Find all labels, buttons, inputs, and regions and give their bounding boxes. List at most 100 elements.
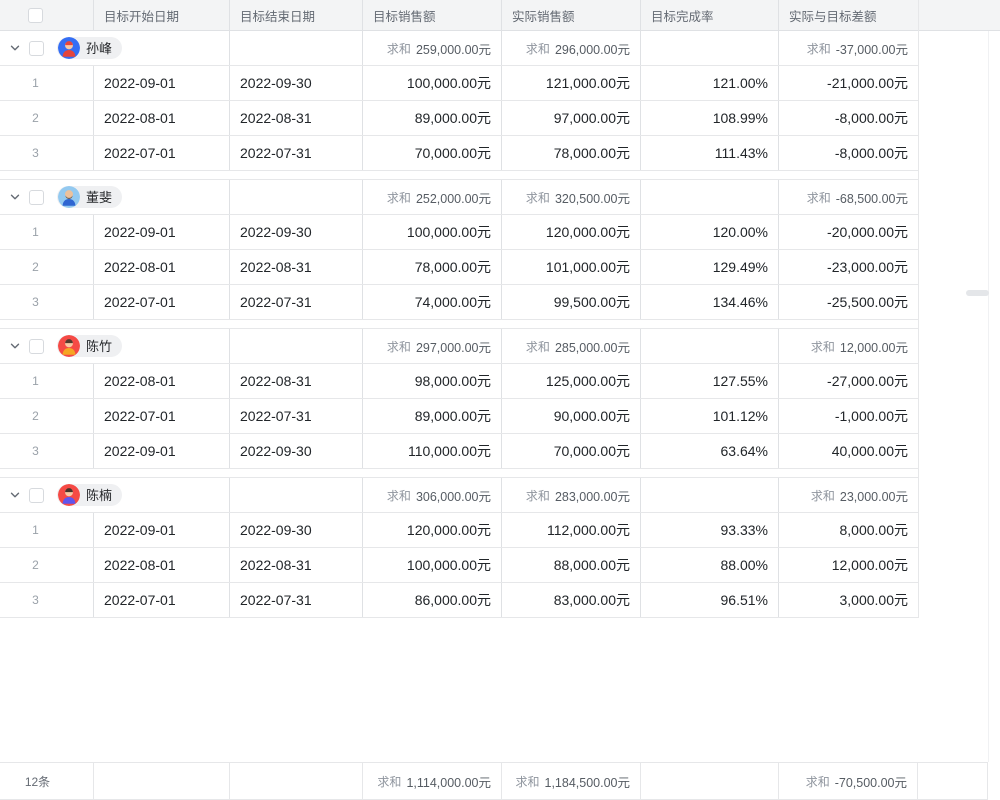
person-tag[interactable]: 陈楠 [57, 484, 123, 506]
group-sum-actual[interactable]: 求和 283,000.00元 [502, 478, 641, 512]
group-sum-target[interactable]: 求和 259,000.00元 [363, 31, 502, 65]
group-sum-actual[interactable]: 求和 285,000.00元 [502, 329, 641, 363]
row-number[interactable]: 2 [0, 399, 94, 433]
cell-target-start-date[interactable]: 2022-08-01 [94, 364, 230, 398]
cell-actual-sales[interactable]: 83,000.00元 [502, 583, 641, 617]
cell-target-start-date[interactable]: 2022-08-01 [94, 101, 230, 135]
cell-completion-rate[interactable]: 108.99% [641, 101, 779, 135]
cell-actual-sales[interactable]: 125,000.00元 [502, 364, 641, 398]
row-number[interactable]: 1 [0, 215, 94, 249]
cell-target-sales[interactable]: 74,000.00元 [363, 285, 502, 319]
cell-completion-rate[interactable]: 88.00% [641, 548, 779, 582]
person-tag[interactable]: 陈竹 [57, 335, 123, 357]
cell-actual-sales[interactable]: 112,000.00元 [502, 513, 641, 547]
cell-target-gap[interactable]: 40,000.00元 [831, 443, 908, 459]
group-select-checkbox[interactable] [29, 40, 44, 56]
cell-target-gap[interactable]: 8,000.00元 [839, 522, 909, 538]
cell-target-sales[interactable]: 89,000.00元 [363, 101, 502, 135]
group-select-checkbox[interactable] [29, 487, 44, 503]
cell-completion-rate[interactable]: 129.49% [641, 250, 779, 284]
cell-target-start-date[interactable]: 2022-08-01 [94, 250, 230, 284]
group-sum-actual[interactable]: 求和 320,500.00元 [502, 180, 641, 214]
footer-sum-target-gap[interactable]: 求和 -70,500.00元 [779, 763, 918, 799]
cell-completion-rate[interactable]: 127.55% [641, 364, 779, 398]
cell-target-end-date[interactable]: 2022-08-31 [230, 364, 363, 398]
cell-actual-sales[interactable]: 70,000.00元 [502, 434, 641, 468]
cell-actual-sales[interactable]: 88,000.00元 [502, 548, 641, 582]
cell-target-sales[interactable]: 78,000.00元 [363, 250, 502, 284]
cell-actual-sales[interactable]: 121,000.00元 [502, 66, 641, 100]
cell-target-start-date[interactable]: 2022-09-01 [94, 513, 230, 547]
cell-completion-rate[interactable]: 96.51% [641, 583, 779, 617]
cell-completion-rate[interactable]: 121.00% [641, 66, 779, 100]
row-number[interactable]: 3 [0, 285, 94, 319]
cell-target-gap[interactable]: -8,000.00元 [834, 145, 908, 161]
cell-target-start-date[interactable]: 2022-09-01 [94, 434, 230, 468]
cell-target-start-date[interactable]: 2022-08-01 [94, 548, 230, 582]
column-header-target-start-date[interactable]: 目标开始日期 [94, 0, 230, 30]
group-sum-actual[interactable]: 求和 296,000.00元 [502, 31, 641, 65]
cell-target-sales[interactable]: 120,000.00元 [363, 513, 502, 547]
column-header-target-sales[interactable]: 目标销售额 [363, 0, 502, 30]
cell-target-sales[interactable]: 100,000.00元 [363, 215, 502, 249]
column-header-target-gap[interactable]: 实际与目标差额 [779, 0, 918, 30]
cell-target-end-date[interactable]: 2022-09-30 [230, 513, 363, 547]
group-sum-diff[interactable]: 求和 -68,500.00元 [779, 180, 918, 214]
row-number[interactable]: 1 [0, 364, 94, 398]
column-header-completion-rate[interactable]: 目标完成率 [641, 0, 779, 30]
cell-target-end-date[interactable]: 2022-07-31 [230, 136, 363, 170]
cell-target-gap[interactable]: -21,000.00元 [827, 75, 908, 91]
cell-actual-sales[interactable]: 78,000.00元 [502, 136, 641, 170]
chevron-down-icon[interactable] [9, 340, 21, 352]
cell-target-gap[interactable]: 12,000.00元 [831, 557, 908, 573]
cell-target-gap[interactable]: -8,000.00元 [834, 110, 908, 126]
cell-target-sales[interactable]: 70,000.00元 [363, 136, 502, 170]
cell-target-gap[interactable]: 3,000.00元 [839, 592, 909, 608]
cell-actual-sales[interactable]: 120,000.00元 [502, 215, 641, 249]
column-header-actual-sales[interactable]: 实际销售额 [502, 0, 641, 30]
cell-target-end-date[interactable]: 2022-08-31 [230, 548, 363, 582]
cell-target-end-date[interactable]: 2022-09-30 [230, 434, 363, 468]
footer-sum-actual-sales[interactable]: 求和 1,184,500.00元 [502, 763, 641, 799]
cell-actual-sales[interactable]: 90,000.00元 [502, 399, 641, 433]
cell-actual-sales[interactable]: 97,000.00元 [502, 101, 641, 135]
select-all-checkbox[interactable] [28, 7, 43, 23]
row-number[interactable]: 1 [0, 66, 94, 100]
cell-target-sales[interactable]: 100,000.00元 [363, 66, 502, 100]
row-number[interactable]: 1 [0, 513, 94, 547]
cell-target-sales[interactable]: 110,000.00元 [363, 434, 502, 468]
cell-target-end-date[interactable]: 2022-09-30 [230, 66, 363, 100]
cell-target-gap[interactable]: -25,500.00元 [827, 294, 908, 310]
cell-actual-sales[interactable]: 101,000.00元 [502, 250, 641, 284]
footer-sum-target-sales[interactable]: 求和 1,114,000.00元 [363, 763, 502, 799]
group-select-checkbox[interactable] [29, 338, 44, 354]
group-sum-target[interactable]: 求和 297,000.00元 [363, 329, 502, 363]
cell-target-start-date[interactable]: 2022-09-01 [94, 66, 230, 100]
cell-completion-rate[interactable]: 101.12% [641, 399, 779, 433]
cell-target-end-date[interactable]: 2022-08-31 [230, 101, 363, 135]
cell-target-sales[interactable]: 86,000.00元 [363, 583, 502, 617]
cell-target-sales[interactable]: 98,000.00元 [363, 364, 502, 398]
cell-target-end-date[interactable]: 2022-09-30 [230, 215, 363, 249]
cell-target-gap[interactable]: -1,000.00元 [834, 408, 908, 424]
column-header-target-end-date[interactable]: 目标结束日期 [230, 0, 363, 30]
cell-target-gap[interactable]: -27,000.00元 [827, 373, 908, 389]
row-number[interactable]: 3 [0, 583, 94, 617]
cell-target-sales[interactable]: 89,000.00元 [363, 399, 502, 433]
chevron-down-icon[interactable] [9, 191, 21, 203]
cell-target-gap[interactable]: -23,000.00元 [827, 259, 908, 275]
chevron-down-icon[interactable] [9, 42, 21, 54]
group-sum-target[interactable]: 求和 306,000.00元 [363, 478, 502, 512]
group-sum-diff[interactable]: 求和 23,000.00元 [779, 478, 918, 512]
row-number[interactable]: 2 [0, 250, 94, 284]
group-sum-diff[interactable]: 求和 12,000.00元 [779, 329, 918, 363]
cell-target-start-date[interactable]: 2022-07-01 [94, 285, 230, 319]
chevron-down-icon[interactable] [9, 489, 21, 501]
person-tag[interactable]: 董斐 [57, 186, 123, 208]
cell-target-end-date[interactable]: 2022-07-31 [230, 583, 363, 617]
cell-target-sales[interactable]: 100,000.00元 [363, 548, 502, 582]
cell-target-start-date[interactable]: 2022-09-01 [94, 215, 230, 249]
cell-target-start-date[interactable]: 2022-07-01 [94, 399, 230, 433]
row-number[interactable]: 3 [0, 434, 94, 468]
cell-target-end-date[interactable]: 2022-08-31 [230, 250, 363, 284]
